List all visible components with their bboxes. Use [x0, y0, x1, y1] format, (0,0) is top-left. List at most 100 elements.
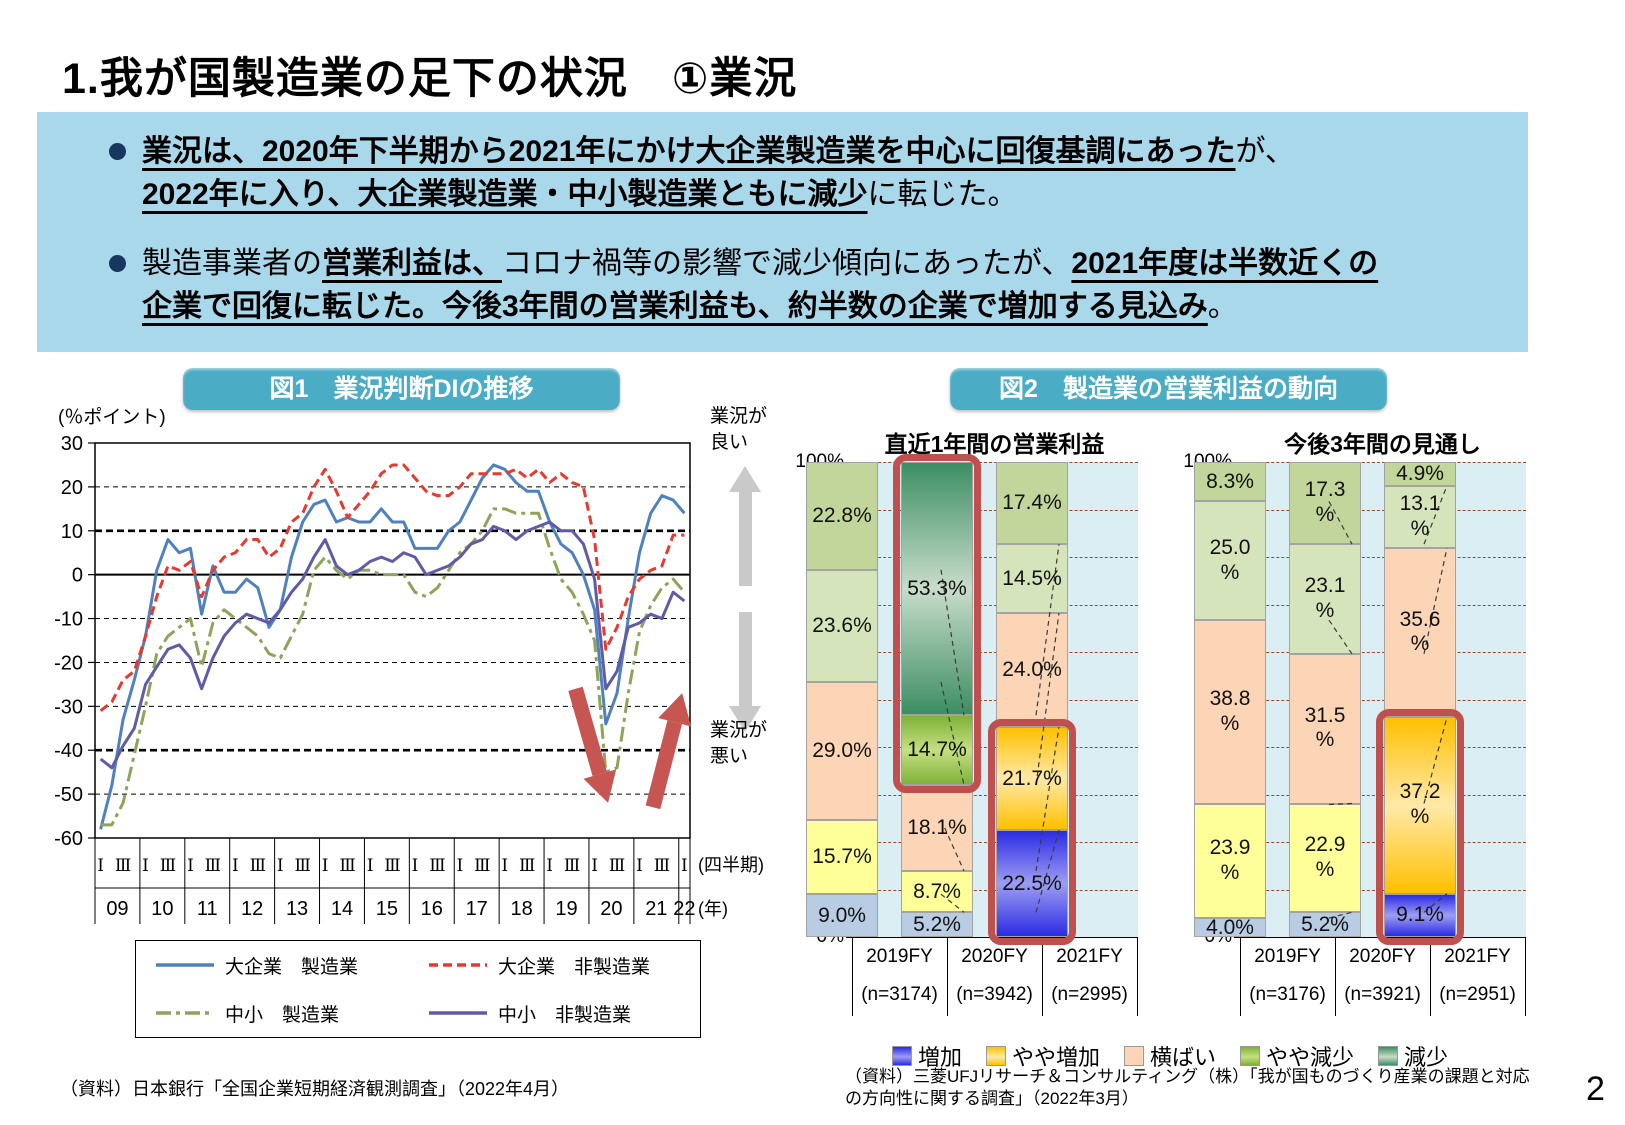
category-label: 2020FY — [961, 946, 1028, 967]
fig1-legend-item-1: 大企業 非製造業 — [427, 952, 700, 979]
sample-size-label: (n=2995) — [1051, 984, 1128, 1005]
bullet-1: 業況は、2020年下半期から2021年にかけ大企業製造業を中心に回復基調にあった… — [109, 130, 1509, 216]
connector — [1423, 547, 1448, 655]
category-label: 2019FY — [1254, 946, 1321, 967]
bar-segment-label: 14.7% — [907, 738, 967, 762]
bar-segment-label: 23.6% — [812, 613, 872, 637]
y-tick-label: 30 — [61, 433, 83, 455]
bar-segment-label: 13.1% — [1399, 491, 1441, 540]
table-divider — [1042, 937, 1043, 1016]
text-segment: コロナ禍等の影響で減少傾向にあったが、 — [502, 247, 1072, 280]
bar-segment-増加 — [1289, 912, 1361, 937]
text-segment: 業況は、2020年下半期から2021年にかけ大企業製造業を中心に回復基調にあった — [142, 135, 1236, 168]
fig1-bad-label: 業況が悪い — [710, 720, 768, 767]
year-label: 15 — [376, 898, 398, 920]
text-segment: 企業で回復に転じた。 — [142, 290, 442, 324]
fig2-legend-item: 増加 — [891, 1040, 962, 1072]
legend-label: 増加 — [917, 1045, 962, 1070]
bar-segment-やや減少 — [1384, 485, 1456, 548]
bar-segment-label: 21.7% — [1002, 766, 1062, 790]
legend-line-swatch — [156, 963, 214, 967]
bar-segment-やや増加 — [1384, 717, 1456, 894]
table-divider — [1430, 937, 1431, 1016]
legend-label: 大企業 製造業 — [225, 956, 359, 978]
bar-segment-label: 29.0% — [812, 738, 872, 762]
text-segment: 2022年に入り、大企業製造業・中小製造業ともに減少 — [142, 178, 868, 212]
text-segment: 2021年度は半数近くの — [1071, 247, 1379, 280]
bar-segment-やや減少 — [996, 544, 1068, 614]
gridline — [1241, 557, 1526, 558]
bar-segment-label: 25.0% — [1209, 535, 1251, 584]
bar-segment-label: 37.2% — [1399, 780, 1441, 829]
bar-segment-やや減少 — [1289, 544, 1361, 654]
bar-segment-増加 — [1384, 893, 1456, 937]
bar-segment-減少 — [901, 462, 973, 716]
category-label: 2019FY — [866, 946, 933, 967]
bar-plot-area — [1240, 462, 1526, 938]
trend-arrow-head-0 — [583, 769, 617, 803]
legend-label: 横ばい — [1149, 1045, 1216, 1070]
y-tick-label: -20 — [54, 652, 83, 674]
bar-segment-label: 22.8% — [812, 503, 872, 527]
quarter-label: Ⅰ — [681, 856, 688, 876]
quarter-label: Ⅰ — [367, 856, 374, 876]
bar-segment-減少 — [1289, 462, 1361, 545]
profit-recent-chart: 直近1年間の営業利益0%10%20%30%40%50%60%70%80%90%1… — [790, 425, 1190, 1025]
quarter-label: Ⅲ — [609, 856, 625, 876]
bar-segment-label: 38.8% — [1209, 687, 1251, 736]
bar-segment-やや増加 — [1194, 804, 1266, 918]
sample-size-label: (n=3921) — [1344, 984, 1421, 1005]
quarter-label: Ⅲ — [384, 856, 400, 876]
bullet-icon — [109, 143, 126, 160]
y-tick — [1234, 937, 1240, 938]
bar-segment-label: 8.7% — [913, 879, 961, 903]
y-tick-label: -10 — [54, 609, 83, 631]
up-arrow-icon — [729, 466, 761, 586]
sample-size-label: (n=3176) — [1249, 984, 1326, 1005]
profit-outlook-chart: 今後3年間の見通し0%10%20%30%40%50%60%70%80%90%10… — [1178, 425, 1578, 1025]
y-tick — [846, 937, 852, 938]
bar-segment-label: 31.5% — [1304, 703, 1346, 752]
bar-segment-label: 4.0% — [1206, 915, 1254, 939]
plot-border — [94, 442, 691, 839]
bar-segment-増加 — [901, 912, 973, 937]
quarter-label: Ⅲ — [429, 856, 445, 876]
year-label: 17 — [466, 898, 488, 920]
bar-chart-title: 今後3年間の見通し — [1284, 431, 1481, 457]
segment-connectors — [940, 544, 1060, 913]
quarter-label: Ⅲ — [160, 856, 176, 876]
gridline — [1241, 699, 1526, 701]
gridline — [853, 794, 1138, 796]
bar-segment-横ばい — [806, 681, 878, 820]
key-points-box: 業況は、2020年下半期から2021年にかけ大企業製造業を中心に回復基調にあった… — [37, 112, 1528, 352]
quarter-label: Ⅰ — [501, 856, 508, 876]
page-title: 1.我が国製造業の足下の状況 ①業況 — [62, 55, 798, 103]
quarter-label: Ⅰ — [412, 856, 419, 876]
connector — [940, 569, 965, 716]
gridline — [853, 747, 1138, 748]
line-series-1 — [99, 463, 685, 712]
bar-segment-やや減少 — [806, 569, 878, 682]
legend-swatch — [1378, 1046, 1399, 1066]
bar-segment-横ばい — [901, 785, 973, 871]
trend-arrow-1 — [645, 720, 682, 810]
bar-segment-やや増加 — [806, 819, 878, 895]
bar-segment-label: 9.1% — [1396, 903, 1444, 927]
connector — [1423, 485, 1448, 545]
fig1-unit-label: (％ポイント) — [58, 407, 166, 428]
text-segment: 製造事業者の — [142, 247, 322, 280]
year-label: 11 — [197, 898, 218, 920]
gridline — [853, 509, 1138, 511]
highlight-outline — [893, 454, 981, 793]
bar-segment-label: 53.3% — [907, 576, 967, 600]
legend-label: やや増加 — [1011, 1045, 1100, 1070]
legend-label: やや減少 — [1266, 1045, 1355, 1070]
bar-segment-増加 — [996, 830, 1068, 937]
bar-segment-label: 22.9% — [1304, 832, 1346, 881]
legend-label: 減少 — [1404, 1045, 1449, 1070]
quarter-label: Ⅰ — [187, 856, 194, 876]
gridline — [853, 462, 1138, 463]
connector — [1035, 612, 1060, 786]
bar-segment-label: 9.0% — [818, 903, 866, 927]
trend-arrow-0 — [568, 686, 608, 777]
